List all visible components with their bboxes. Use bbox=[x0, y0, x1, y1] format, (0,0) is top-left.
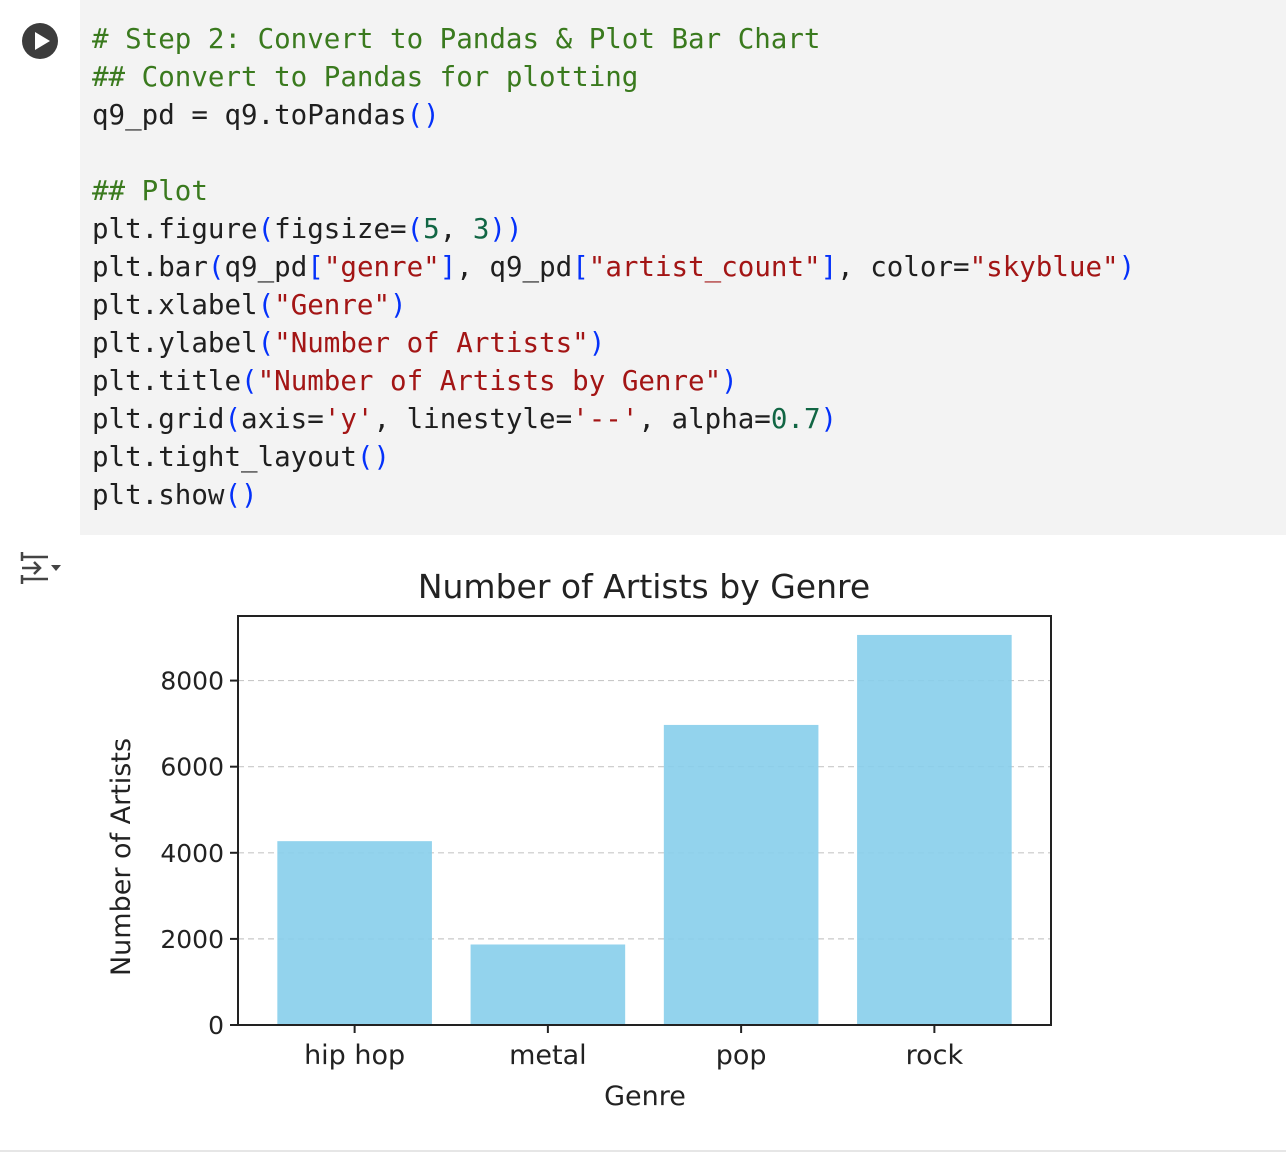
output-toggle-icon bbox=[20, 552, 61, 584]
code-line: plt.tight_layout() bbox=[92, 441, 391, 473]
code-line: plt.ylabel("Number of Artists") bbox=[92, 327, 606, 359]
x-tick-label: hip hop bbox=[304, 1040, 405, 1071]
bar-rock bbox=[857, 634, 1012, 1025]
y-tick-label: 6000 bbox=[160, 753, 224, 782]
code-line: # Step 2: Convert to Pandas & Plot Bar C… bbox=[92, 23, 821, 55]
y-tick-label: 8000 bbox=[160, 667, 224, 696]
play-icon bbox=[35, 32, 50, 50]
x-tick-label: pop bbox=[716, 1040, 767, 1071]
x-tick-label: metal bbox=[509, 1040, 587, 1071]
x-tick-label: rock bbox=[906, 1040, 964, 1071]
plot-frame bbox=[237, 615, 1052, 1026]
code-line: plt.grid(axis='y', linestyle='--', alpha… bbox=[92, 403, 838, 435]
y-tick-label: 4000 bbox=[160, 839, 224, 868]
code-line: plt.bar(q9_pd["genre"], q9_pd["artist_co… bbox=[92, 251, 1136, 283]
code-line: plt.figure(figsize=(5, 3)) bbox=[92, 213, 523, 245]
code-line: q9_pd = q9.toPandas() bbox=[92, 99, 440, 131]
x-axis-label: Genre bbox=[604, 1081, 686, 1112]
y-tick-label: 2000 bbox=[160, 925, 224, 954]
output-toggle-button[interactable] bbox=[18, 548, 64, 588]
y-axis-label: Number of Artists bbox=[106, 738, 137, 976]
chart-title: Number of Artists by Genre bbox=[418, 567, 870, 606]
code-cell[interactable]: # Step 2: Convert to Pandas & Plot Bar C… bbox=[0, 0, 1286, 535]
cell-output: Number of Artists by Genre Genre Number … bbox=[80, 535, 1286, 1150]
code-line: plt.xlabel("Genre") bbox=[92, 289, 407, 321]
code-line: ## Plot bbox=[92, 175, 208, 207]
bar-chart: Number of Artists by Genre Genre Number … bbox=[106, 567, 1052, 1112]
bar-hip-hop bbox=[277, 841, 432, 1025]
code-editor[interactable]: # Step 2: Convert to Pandas & Plot Bar C… bbox=[80, 0, 1286, 535]
bar-metal bbox=[470, 944, 626, 1025]
run-cell-button[interactable] bbox=[22, 23, 58, 59]
cell-divider bbox=[0, 1150, 1286, 1152]
code-line: plt.title("Number of Artists by Genre") bbox=[92, 365, 738, 397]
cell-gutter bbox=[0, 0, 80, 535]
bar-pop bbox=[663, 724, 819, 1025]
y-tick-label: 0 bbox=[208, 1011, 224, 1040]
code-line: plt.show() bbox=[92, 479, 258, 511]
code-line: ## Convert to Pandas for plotting bbox=[92, 61, 639, 93]
